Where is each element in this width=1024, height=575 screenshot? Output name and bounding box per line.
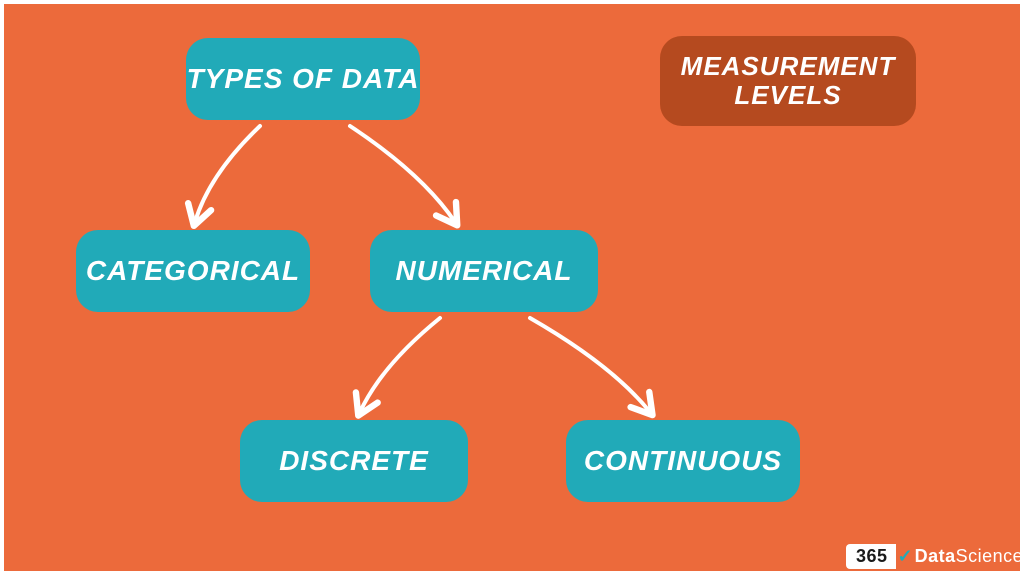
- brand-logo: 365 ✓ DataScience: [846, 544, 1023, 569]
- arrow-numerical-to-continuous: [530, 318, 650, 412]
- node-continuous: Continuous: [566, 420, 800, 502]
- node-measurement-levels: Measurement Levels: [660, 36, 916, 126]
- check-icon: ✓: [898, 546, 913, 567]
- arrow-root-to-categorical: [195, 126, 260, 222]
- arrow-numerical-to-discrete: [360, 318, 440, 412]
- node-types-of-data: Types of Data: [186, 38, 420, 120]
- arrow-root-to-numerical: [350, 126, 455, 222]
- node-numerical: Numerical: [370, 230, 598, 312]
- node-discrete: Discrete: [240, 420, 468, 502]
- logo-prefix: 365: [846, 544, 896, 569]
- diagram-canvas: Types of Data Categorical Numerical Disc…: [0, 0, 1024, 575]
- node-categorical: Categorical: [76, 230, 310, 312]
- logo-brand: DataScience: [915, 546, 1024, 567]
